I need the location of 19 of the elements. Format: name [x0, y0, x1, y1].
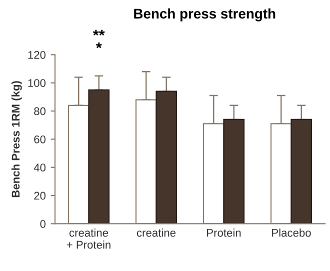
bar [88, 89, 110, 224]
chart-title: Bench press strength [134, 8, 276, 22]
bar [156, 90, 178, 224]
y-tick-label: 100 [28, 79, 46, 87]
x-tick-label: creatine + Protein [66, 228, 110, 249]
bar [223, 118, 245, 224]
y-axis-title: Bench Press 1RM (kg) [11, 81, 22, 198]
text: ** [92, 30, 105, 36]
y-tick-label: 80 [34, 107, 46, 116]
x-tick-label: Protein [207, 228, 241, 237]
y-tick-label: 40 [34, 164, 46, 172]
x-tick-label: Placebo [272, 228, 311, 237]
text: * [96, 42, 102, 48]
y-tick-label: 20 [34, 192, 46, 200]
y-tick-label: 0 [40, 220, 46, 228]
y-tick-label: 120 [28, 50, 46, 59]
bar [290, 118, 312, 224]
y-tick-label: 60 [34, 135, 46, 144]
x-tick-label: creatine [136, 228, 176, 237]
